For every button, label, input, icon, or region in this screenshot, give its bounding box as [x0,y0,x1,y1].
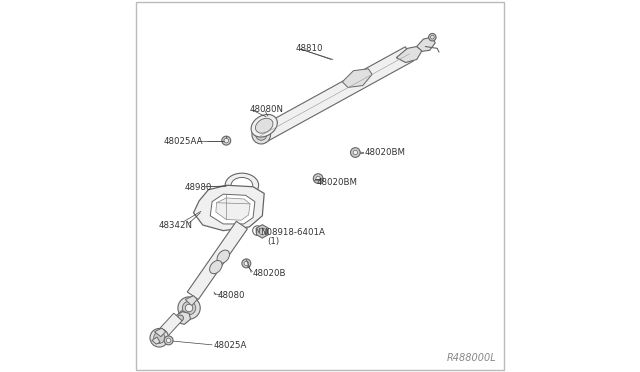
Text: 48025A: 48025A [214,341,247,350]
Circle shape [255,129,267,140]
Circle shape [429,33,436,41]
Circle shape [166,338,171,343]
Polygon shape [157,313,182,339]
Polygon shape [342,69,372,87]
Polygon shape [186,296,197,306]
Text: 48080N: 48080N [250,105,284,114]
Circle shape [431,35,434,39]
Ellipse shape [210,260,222,274]
Polygon shape [154,328,166,337]
Polygon shape [396,46,422,62]
Text: N: N [255,228,260,234]
Polygon shape [253,115,277,136]
Polygon shape [175,312,191,324]
Circle shape [177,315,184,321]
Circle shape [186,304,193,312]
Circle shape [316,176,321,181]
Polygon shape [257,225,268,238]
Text: 48020BM: 48020BM [316,178,357,187]
Circle shape [222,136,231,145]
Circle shape [150,328,168,347]
Circle shape [154,332,165,343]
Polygon shape [417,37,435,51]
Polygon shape [178,311,186,318]
Text: N08918-6401A: N08918-6401A [260,228,325,237]
Text: 48342N: 48342N [158,221,192,230]
Text: R488000L: R488000L [447,353,497,363]
Circle shape [351,148,360,157]
Text: 48020B: 48020B [253,269,287,278]
Polygon shape [211,194,255,224]
Circle shape [182,301,196,315]
Circle shape [314,174,323,183]
Circle shape [244,261,248,266]
Circle shape [178,297,200,319]
Circle shape [242,259,251,268]
Text: 48080: 48080 [218,291,245,300]
Text: (1): (1) [267,237,279,246]
Text: 48810: 48810 [296,44,323,53]
Ellipse shape [255,118,273,133]
Ellipse shape [217,250,230,263]
Circle shape [224,138,228,143]
Polygon shape [193,185,264,231]
Polygon shape [257,47,413,143]
Ellipse shape [231,177,253,193]
Polygon shape [152,337,160,344]
Circle shape [259,228,266,235]
Ellipse shape [251,115,277,137]
Text: 48980: 48980 [184,183,212,192]
Text: 48020BM: 48020BM [365,148,406,157]
Circle shape [252,125,271,144]
Text: 48025AA: 48025AA [164,137,204,146]
Polygon shape [188,221,248,299]
Circle shape [353,150,358,155]
Circle shape [164,336,173,345]
Polygon shape [216,198,250,220]
Ellipse shape [225,173,259,197]
